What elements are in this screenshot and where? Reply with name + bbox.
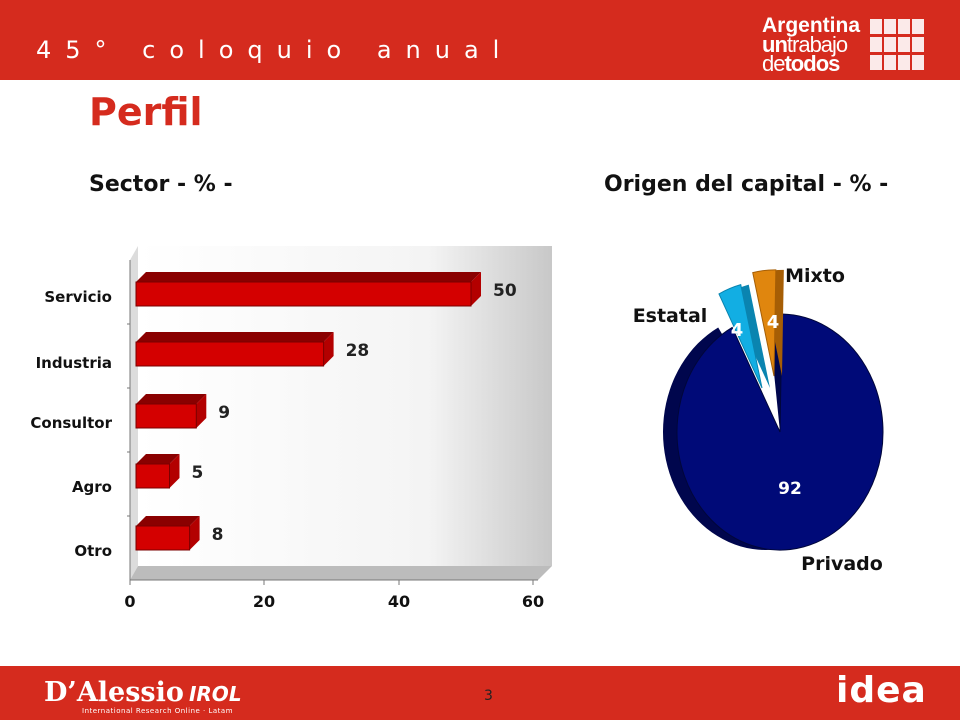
- bar: [135, 281, 472, 307]
- bar: [135, 341, 325, 367]
- bar-data-label: 50: [493, 281, 517, 301]
- pie-data-label: 4: [731, 320, 744, 341]
- pie-slice-mixto: [752, 269, 777, 377]
- brand-icon-grid: [870, 19, 924, 71]
- dalessio-logo: D’Alessio IROL International Research On…: [44, 677, 242, 715]
- bar-end: [471, 272, 481, 306]
- y-category-label: Servicio: [44, 288, 112, 306]
- brand-line-2a: un: [762, 32, 788, 57]
- ministry-icon: [884, 19, 896, 34]
- y-category-label: Otro: [74, 542, 112, 560]
- ministry-icon: [898, 19, 910, 34]
- dalessio-logo-suffix: IROL: [188, 682, 242, 706]
- bar-top: [136, 516, 200, 526]
- brand-line-2b: trabajo: [786, 32, 848, 57]
- bar-end: [169, 454, 180, 488]
- x-tick-label: 60: [522, 592, 544, 611]
- x-tick-label: 0: [124, 592, 135, 611]
- ministry-icon: [870, 55, 882, 70]
- page-title: Perfil: [89, 90, 203, 134]
- bar-top: [136, 332, 334, 342]
- pie-slice-privado: [676, 313, 884, 551]
- capital-pie-chart: 92 4 4 Privado Estatal Mixto: [633, 265, 884, 575]
- ministry-icon: [884, 55, 896, 70]
- dalessio-logo-tagline: International Research Online · Latam: [82, 707, 234, 715]
- bar-top: [136, 272, 481, 282]
- pie-slice-estatal: [718, 284, 763, 389]
- ministry-icon: [870, 19, 882, 34]
- ministry-icon: [870, 37, 882, 52]
- pie-slice-label: Mixto: [785, 265, 845, 287]
- ministry-icon: [912, 55, 924, 70]
- event-title: 45° coloquio anual: [36, 36, 514, 64]
- bar-end: [323, 332, 334, 366]
- pie-slice-label: Estatal: [633, 305, 708, 327]
- y-category-label: Industria: [36, 354, 112, 372]
- brand-line-3b: todos: [784, 51, 840, 76]
- ministry-icon: [884, 37, 896, 52]
- brand-line-1: Argentina: [762, 14, 861, 37]
- ministry-icon: [898, 55, 910, 70]
- bar-data-label: 8: [212, 525, 224, 545]
- bar-end: [189, 516, 200, 550]
- footer-bar: [0, 666, 960, 720]
- dalessio-logo-name: D’Alessio: [44, 677, 184, 708]
- x-tick-label: 20: [253, 592, 275, 611]
- sector-bar-chart: 0 20 40 60 Servicio 50 Industria 28 Consultor 9 A…: [30, 246, 552, 611]
- ministry-icon: [912, 37, 924, 52]
- y-category-label: Agro: [72, 478, 112, 496]
- bar-end: [196, 394, 207, 428]
- header-bar: [0, 0, 960, 80]
- y-category-label: Consultor: [30, 414, 112, 432]
- page-number: 3: [484, 688, 493, 704]
- bar-top: [136, 454, 180, 464]
- pie-chart-title: Origen del capital - % -: [604, 172, 889, 197]
- x-tick-label: 40: [388, 592, 410, 611]
- bar: [135, 403, 197, 429]
- ministry-icon: [912, 19, 924, 34]
- bar-data-label: 5: [192, 463, 204, 483]
- brand-line-3a: de: [762, 51, 786, 76]
- brand-logo: Argentina untrabajo detodos: [762, 14, 872, 76]
- pie-data-label: 92: [778, 479, 802, 499]
- pie-data-label: 4: [767, 312, 780, 333]
- bar-data-label: 28: [346, 341, 370, 361]
- bar-top: [136, 394, 207, 404]
- bar: [135, 525, 191, 551]
- bar-chart-title: Sector - % -: [89, 172, 233, 197]
- bar: [135, 463, 170, 489]
- bar-data-label: 9: [218, 403, 230, 423]
- ministry-icon: [898, 37, 910, 52]
- idea-logo: idea: [836, 670, 927, 711]
- pie-slice-label: Privado: [801, 553, 883, 575]
